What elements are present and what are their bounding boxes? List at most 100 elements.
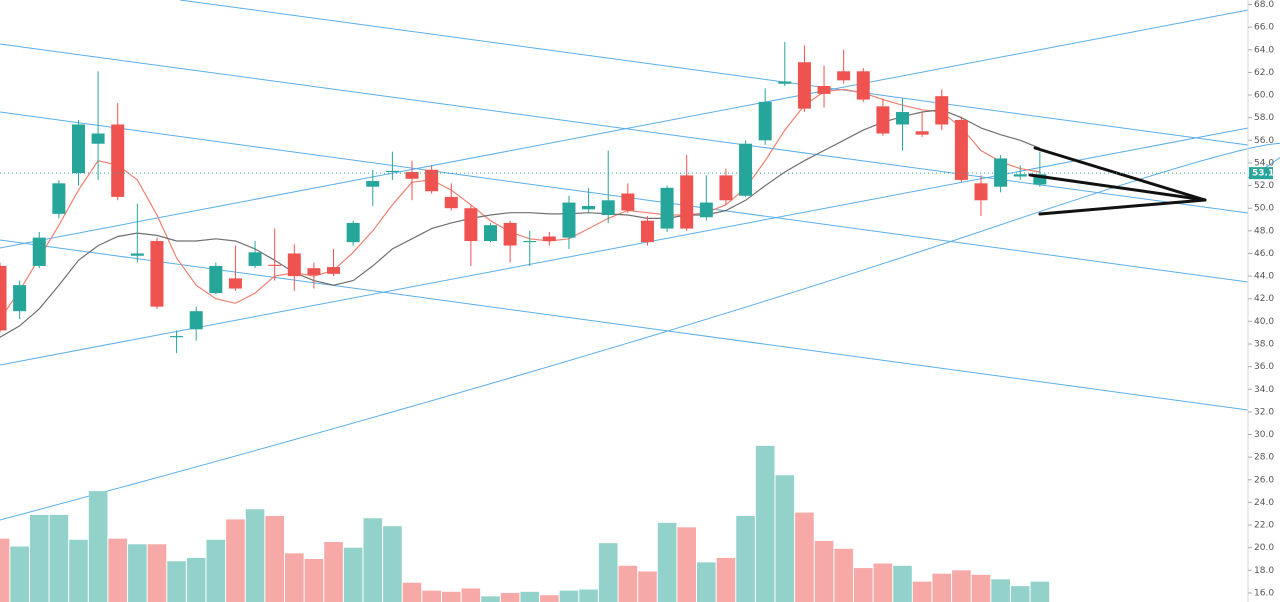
candle-body [1013, 174, 1027, 177]
volume-bar [697, 562, 716, 602]
volume-bar [0, 538, 10, 602]
candle-body [915, 131, 929, 135]
volume-bar [579, 589, 598, 602]
candle-body [484, 225, 497, 242]
candle-body [52, 183, 66, 214]
volume [0, 445, 1050, 602]
volume-bar [755, 445, 775, 602]
candle-body [797, 62, 811, 109]
volume-bar [226, 519, 245, 602]
volume-bar [500, 592, 520, 602]
y-tick-label: 16.0 [1254, 588, 1274, 598]
candle-body [170, 336, 184, 338]
trendline [0, 142, 1280, 521]
volume-bar [245, 509, 265, 602]
volume-bar [304, 559, 324, 602]
volume-bar [343, 547, 363, 602]
candle-body [444, 196, 458, 209]
volume-bar [873, 563, 893, 602]
last-price-box [1249, 167, 1273, 180]
volume-bar [49, 514, 69, 602]
y-tick-label: 40.0 [1254, 317, 1274, 327]
volume-bar [814, 540, 834, 602]
y-tick-label: 38.0 [1254, 340, 1274, 350]
y-tick-label: 22.0 [1254, 521, 1274, 531]
candle-body [660, 187, 674, 229]
y-tick-label: 30.0 [1254, 430, 1274, 440]
candle-body [778, 81, 792, 84]
candle-body [621, 193, 635, 211]
arrow-line [1028, 173, 1207, 202]
candle-body [817, 86, 831, 94]
candle-body [601, 200, 615, 215]
volume-bar [657, 522, 677, 602]
trendline [0, 9, 1249, 249]
volume-bar [971, 574, 991, 602]
volume-bar [795, 512, 814, 602]
volume-bar [422, 590, 441, 602]
y-tick-label: 26.0 [1254, 475, 1274, 485]
candle-body [307, 268, 321, 275]
volume-bar [912, 581, 932, 602]
volume-bar [716, 557, 736, 602]
volume-bar [736, 516, 755, 602]
volume-bar [167, 561, 186, 602]
volume-bar [638, 571, 657, 602]
candle-body [503, 222, 517, 246]
trendline [0, 239, 1249, 411]
volume-bar [402, 582, 422, 602]
candle-body [91, 133, 105, 144]
candle-body [994, 158, 1008, 187]
candle-body [876, 106, 890, 134]
candle-body [935, 96, 949, 125]
volume-bar [775, 475, 795, 602]
candle-body [523, 241, 537, 243]
arrow-line [1033, 146, 1207, 202]
volume-bar [1030, 581, 1050, 602]
candle-body [268, 264, 282, 266]
y-tick-label: 68.0 [1254, 0, 1274, 10]
candle-body [542, 236, 556, 242]
y-tick-label: 20.0 [1254, 543, 1274, 553]
y-tick-label: 32.0 [1254, 407, 1274, 417]
volume-bar [206, 539, 226, 602]
y-tick-label: 64.0 [1254, 45, 1274, 55]
volume-bar [284, 553, 304, 602]
candle-body [71, 124, 85, 174]
volume-bar [618, 565, 638, 602]
volume-bar [932, 573, 952, 602]
y-tick-label: 52.0 [1254, 181, 1274, 191]
candle-body [562, 202, 576, 238]
candle-body [0, 265, 7, 331]
candle-body [111, 124, 125, 197]
arrow-line [1038, 198, 1207, 216]
y-tick-label: 58.0 [1254, 113, 1274, 123]
candle-body [248, 252, 262, 266]
volume-bar [481, 596, 500, 602]
candle-body [287, 253, 301, 277]
candle-body [385, 170, 399, 172]
candle-body [366, 181, 380, 187]
candle-body [189, 311, 203, 330]
candle-body [719, 175, 733, 201]
volume-bar [834, 548, 853, 602]
moving-average [0, 109, 1041, 338]
y-tick-label: 60.0 [1254, 91, 1274, 101]
candles [0, 41, 1047, 354]
last-price-label: 53.1 [1252, 169, 1274, 179]
volume-bar [265, 516, 284, 602]
y-tick-label: 56.0 [1254, 136, 1274, 146]
candle-body [896, 112, 910, 125]
volume-bar [147, 544, 167, 602]
candle-body [680, 175, 694, 229]
trendlines [0, 0, 1280, 521]
y-tick-label: 62.0 [1254, 68, 1274, 78]
candle-body [758, 101, 772, 141]
y-tick-label: 54.0 [1254, 158, 1274, 168]
volume-bar [10, 546, 29, 602]
candle-body [150, 241, 164, 307]
volume-bar [893, 565, 912, 602]
volume-bar [88, 491, 108, 602]
candle-body [209, 265, 223, 294]
